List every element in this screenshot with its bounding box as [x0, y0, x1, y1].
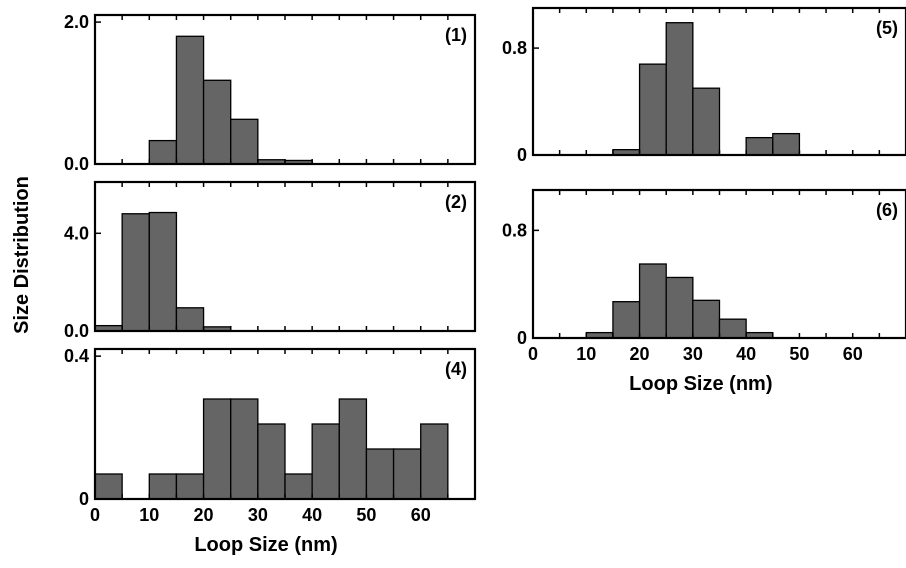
panel-4: 0 0.4 0 10 20 30 40 50 60 Loop Size (nm) (4) — [64, 346, 477, 556]
bar-panel5-1 — [638, 63, 667, 156]
bar-panel4-12 — [420, 423, 449, 500]
bar-panel4-8 — [311, 423, 340, 500]
bar-panel4-9 — [338, 398, 368, 500]
y-tick-label-4-0: 0 — [79, 489, 89, 509]
bar-panel2-3 — [175, 307, 205, 332]
x-tick-label-4-1: 10 — [139, 505, 159, 525]
bar-panel4-11 — [392, 448, 422, 500]
y-tick-label-1-1: 2.0 — [64, 12, 89, 32]
bar-panel4-2 — [148, 473, 178, 500]
bar-panel4-4 — [202, 398, 232, 500]
bar-panel1-2 — [202, 79, 232, 165]
bar-panel5-5 — [745, 136, 774, 156]
y-tick-label-6-0: 0 — [517, 328, 527, 348]
bar-panel4-5 — [230, 398, 259, 500]
x-tick-label-4-5: 50 — [356, 505, 376, 525]
y-tick-label-6-1: 0.8 — [502, 220, 527, 240]
x-tick-label-6-4: 40 — [736, 344, 756, 364]
panel-1: 0.0 2.0 (1) — [64, 12, 477, 174]
x-axis-title-4: Loop Size (nm) — [194, 534, 337, 556]
bar-panel1-0 — [148, 139, 178, 165]
x-tick-label-6-0: 0 — [528, 344, 538, 364]
bar-panel2-1 — [121, 213, 150, 332]
bar-panel4-7 — [284, 473, 313, 500]
bar-panel6-1 — [612, 301, 641, 339]
y-tick-label-5-0: 0 — [517, 145, 527, 165]
x-axis-title-6: Loop Size (nm) — [629, 373, 772, 395]
bar-panel4-0 — [94, 473, 123, 500]
y-tick-label-2-0: 0.0 — [64, 321, 89, 341]
x-tick-label-6-5: 50 — [789, 344, 809, 364]
x-tick-label-6-3: 30 — [683, 344, 703, 364]
shared-y-axis-title: Size Distribution — [11, 176, 33, 334]
bar-panel5-2 — [665, 22, 694, 156]
x-tick-label-6-6: 60 — [843, 344, 863, 364]
bar-panel6-5 — [718, 318, 747, 339]
panel-label-6: (6) — [876, 200, 898, 220]
x-tick-label-6-1: 10 — [576, 344, 596, 364]
bar-panel5-3 — [692, 87, 721, 156]
bar-panel6-4 — [692, 299, 721, 339]
bar-panel5-6 — [772, 132, 801, 156]
chart-panels: 0.0 2.0 (1) 0.0 4.0 (2) 0 0.4 0 10 20 30 40 50 60 Loop … — [64, 6, 906, 556]
panel-5: 0 0.8 (5) — [502, 6, 906, 165]
x-tick-label-4-0: 0 — [90, 505, 100, 525]
x-tick-label-4-4: 40 — [302, 505, 322, 525]
x-tick-label-6-2: 20 — [630, 344, 650, 364]
y-tick-label-5-1: 0.8 — [502, 38, 527, 58]
bar-panel4-10 — [365, 448, 395, 500]
bar-panel4-3 — [175, 473, 205, 500]
x-tick-label-4-2: 20 — [194, 505, 214, 525]
panel-label-4: (4) — [445, 359, 467, 379]
bar-panel6-2 — [638, 263, 667, 339]
bar-panel1-1 — [175, 35, 205, 165]
bar-panel1-3 — [230, 118, 259, 165]
panel-label-2: (2) — [445, 192, 467, 212]
y-tick-label-2-1: 4.0 — [64, 223, 89, 243]
panel-6: 0 0.8 0 10 20 30 40 50 60 Loop Size (nm) (6) — [502, 188, 906, 395]
y-tick-label-1-0: 0.0 — [64, 154, 89, 174]
x-tick-label-4-6: 60 — [411, 505, 431, 525]
panel-label-5: (5) — [876, 18, 898, 38]
y-tick-label-4-1: 0.4 — [64, 346, 89, 366]
bar-panel6-3 — [665, 276, 694, 339]
panel-2: 0.0 4.0 (2) — [64, 180, 477, 341]
x-tick-label-4-3: 30 — [248, 505, 268, 525]
bar-panel2-2 — [148, 211, 178, 332]
panel-label-1: (1) — [445, 25, 467, 45]
bar-panel4-6 — [257, 423, 286, 500]
